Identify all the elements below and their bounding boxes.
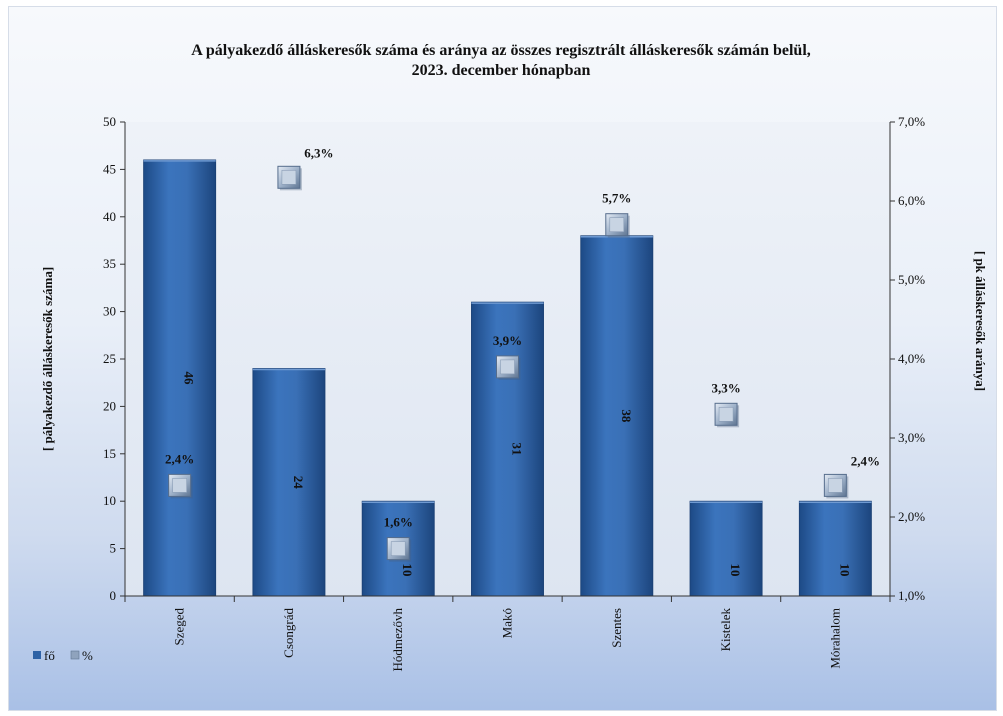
y2-tick-label: 1,0% <box>898 588 925 603</box>
marker-face <box>172 478 187 493</box>
bar <box>689 500 763 597</box>
x-tick-label: Kistelek <box>718 608 733 652</box>
bar-value-label: 31 <box>510 443 525 456</box>
bar <box>143 159 217 597</box>
legend-swatch-bars <box>33 651 41 659</box>
left-axis: 0 5 10 15 20 25 30 35 40 45 50 <box>103 114 126 603</box>
marker-value-label: 6,3% <box>304 145 333 160</box>
bars-group: 46 24 10 31 38 10 10 <box>143 159 872 597</box>
x-tick-label: Hódmezővh <box>390 608 405 672</box>
chart-svg: A pályakezdő álláskeresők száma és arány… <box>33 42 988 672</box>
x-tick-label: Mórahalom <box>827 608 842 669</box>
y2-tick-label: 7,0% <box>898 114 925 129</box>
y-tick-label: 30 <box>103 304 116 319</box>
x-axis: Szeged Csongrád Hódmezővh Makó Szentes Kistel… <box>124 595 891 672</box>
bar-value-label: 10 <box>728 564 743 577</box>
y-tick-label: 15 <box>103 446 116 461</box>
marker-face <box>609 217 625 232</box>
y-tick-label: 20 <box>103 398 116 413</box>
bar <box>798 500 872 597</box>
y-tick-label: 10 <box>103 493 116 508</box>
x-tick-label: Csongrád <box>281 608 296 658</box>
marker-value-label: 2,4% <box>851 453 880 468</box>
marker-value-label: 3,3% <box>711 380 740 395</box>
legend-label-markers: % <box>82 648 93 663</box>
chart-frame: A pályakezdő álláskeresők száma és arány… <box>8 6 997 711</box>
x-tick-label: Szeged <box>172 608 187 646</box>
bar-value-label: 46 <box>182 371 197 385</box>
marker-value-label: 3,9% <box>493 333 522 348</box>
legend-swatch-markers <box>70 650 80 660</box>
y-tick-label: 5 <box>110 541 117 556</box>
y2-tick-label: 5,0% <box>898 272 925 287</box>
marker-value-label: 2,4% <box>165 451 194 466</box>
y-tick-label: 50 <box>103 114 116 129</box>
y-axis-title: [ pályakezdő álláskeresők száma] <box>40 267 55 451</box>
chart-title: A pályakezdő álláskeresők száma és arány… <box>191 42 811 59</box>
bar <box>252 368 326 597</box>
markers-group: 2,4% 6,3% 1,6% 3,9% 5,7% 3,3% 2,4% <box>165 145 880 562</box>
marker-value-label: 5,7% <box>602 191 631 206</box>
bar-value-label: 10 <box>837 564 852 577</box>
bar <box>471 301 544 597</box>
bar-value-label: 24 <box>291 476 306 490</box>
chart-subtitle: 2023. december hónapban <box>412 62 591 79</box>
y2-tick-label: 2,0% <box>898 509 925 524</box>
bar-value-label: 38 <box>619 409 634 423</box>
bar <box>580 235 654 597</box>
y-tick-label: 35 <box>103 256 116 271</box>
y2-tick-label: 3,0% <box>898 430 925 445</box>
y2-tick-label: 6,0% <box>898 193 925 208</box>
y-tick-label: 0 <box>110 588 117 603</box>
right-axis: 1,0% 2,0% 3,0% 4,0% 5,0% 6,0% 7,0% <box>889 114 925 603</box>
marker-face <box>281 170 297 185</box>
marker-value-label: 1,6% <box>384 515 413 530</box>
x-tick-label: Makó <box>500 608 515 638</box>
bar-value-label: 10 <box>400 564 415 577</box>
marker-face <box>718 406 734 422</box>
legend-label-bars: fő <box>44 648 55 663</box>
marker-face <box>390 541 406 556</box>
x-tick-label: Szentes <box>609 608 624 648</box>
y2-axis-title: [ pk álláskeresők aránya] <box>973 251 988 391</box>
y2-tick-label: 4,0% <box>898 351 925 366</box>
marker-face <box>828 478 843 493</box>
legend: fő % <box>33 648 93 663</box>
y-tick-label: 40 <box>103 209 116 224</box>
marker-face <box>500 359 515 375</box>
y-tick-label: 45 <box>103 161 116 176</box>
y-tick-label: 25 <box>103 351 116 366</box>
